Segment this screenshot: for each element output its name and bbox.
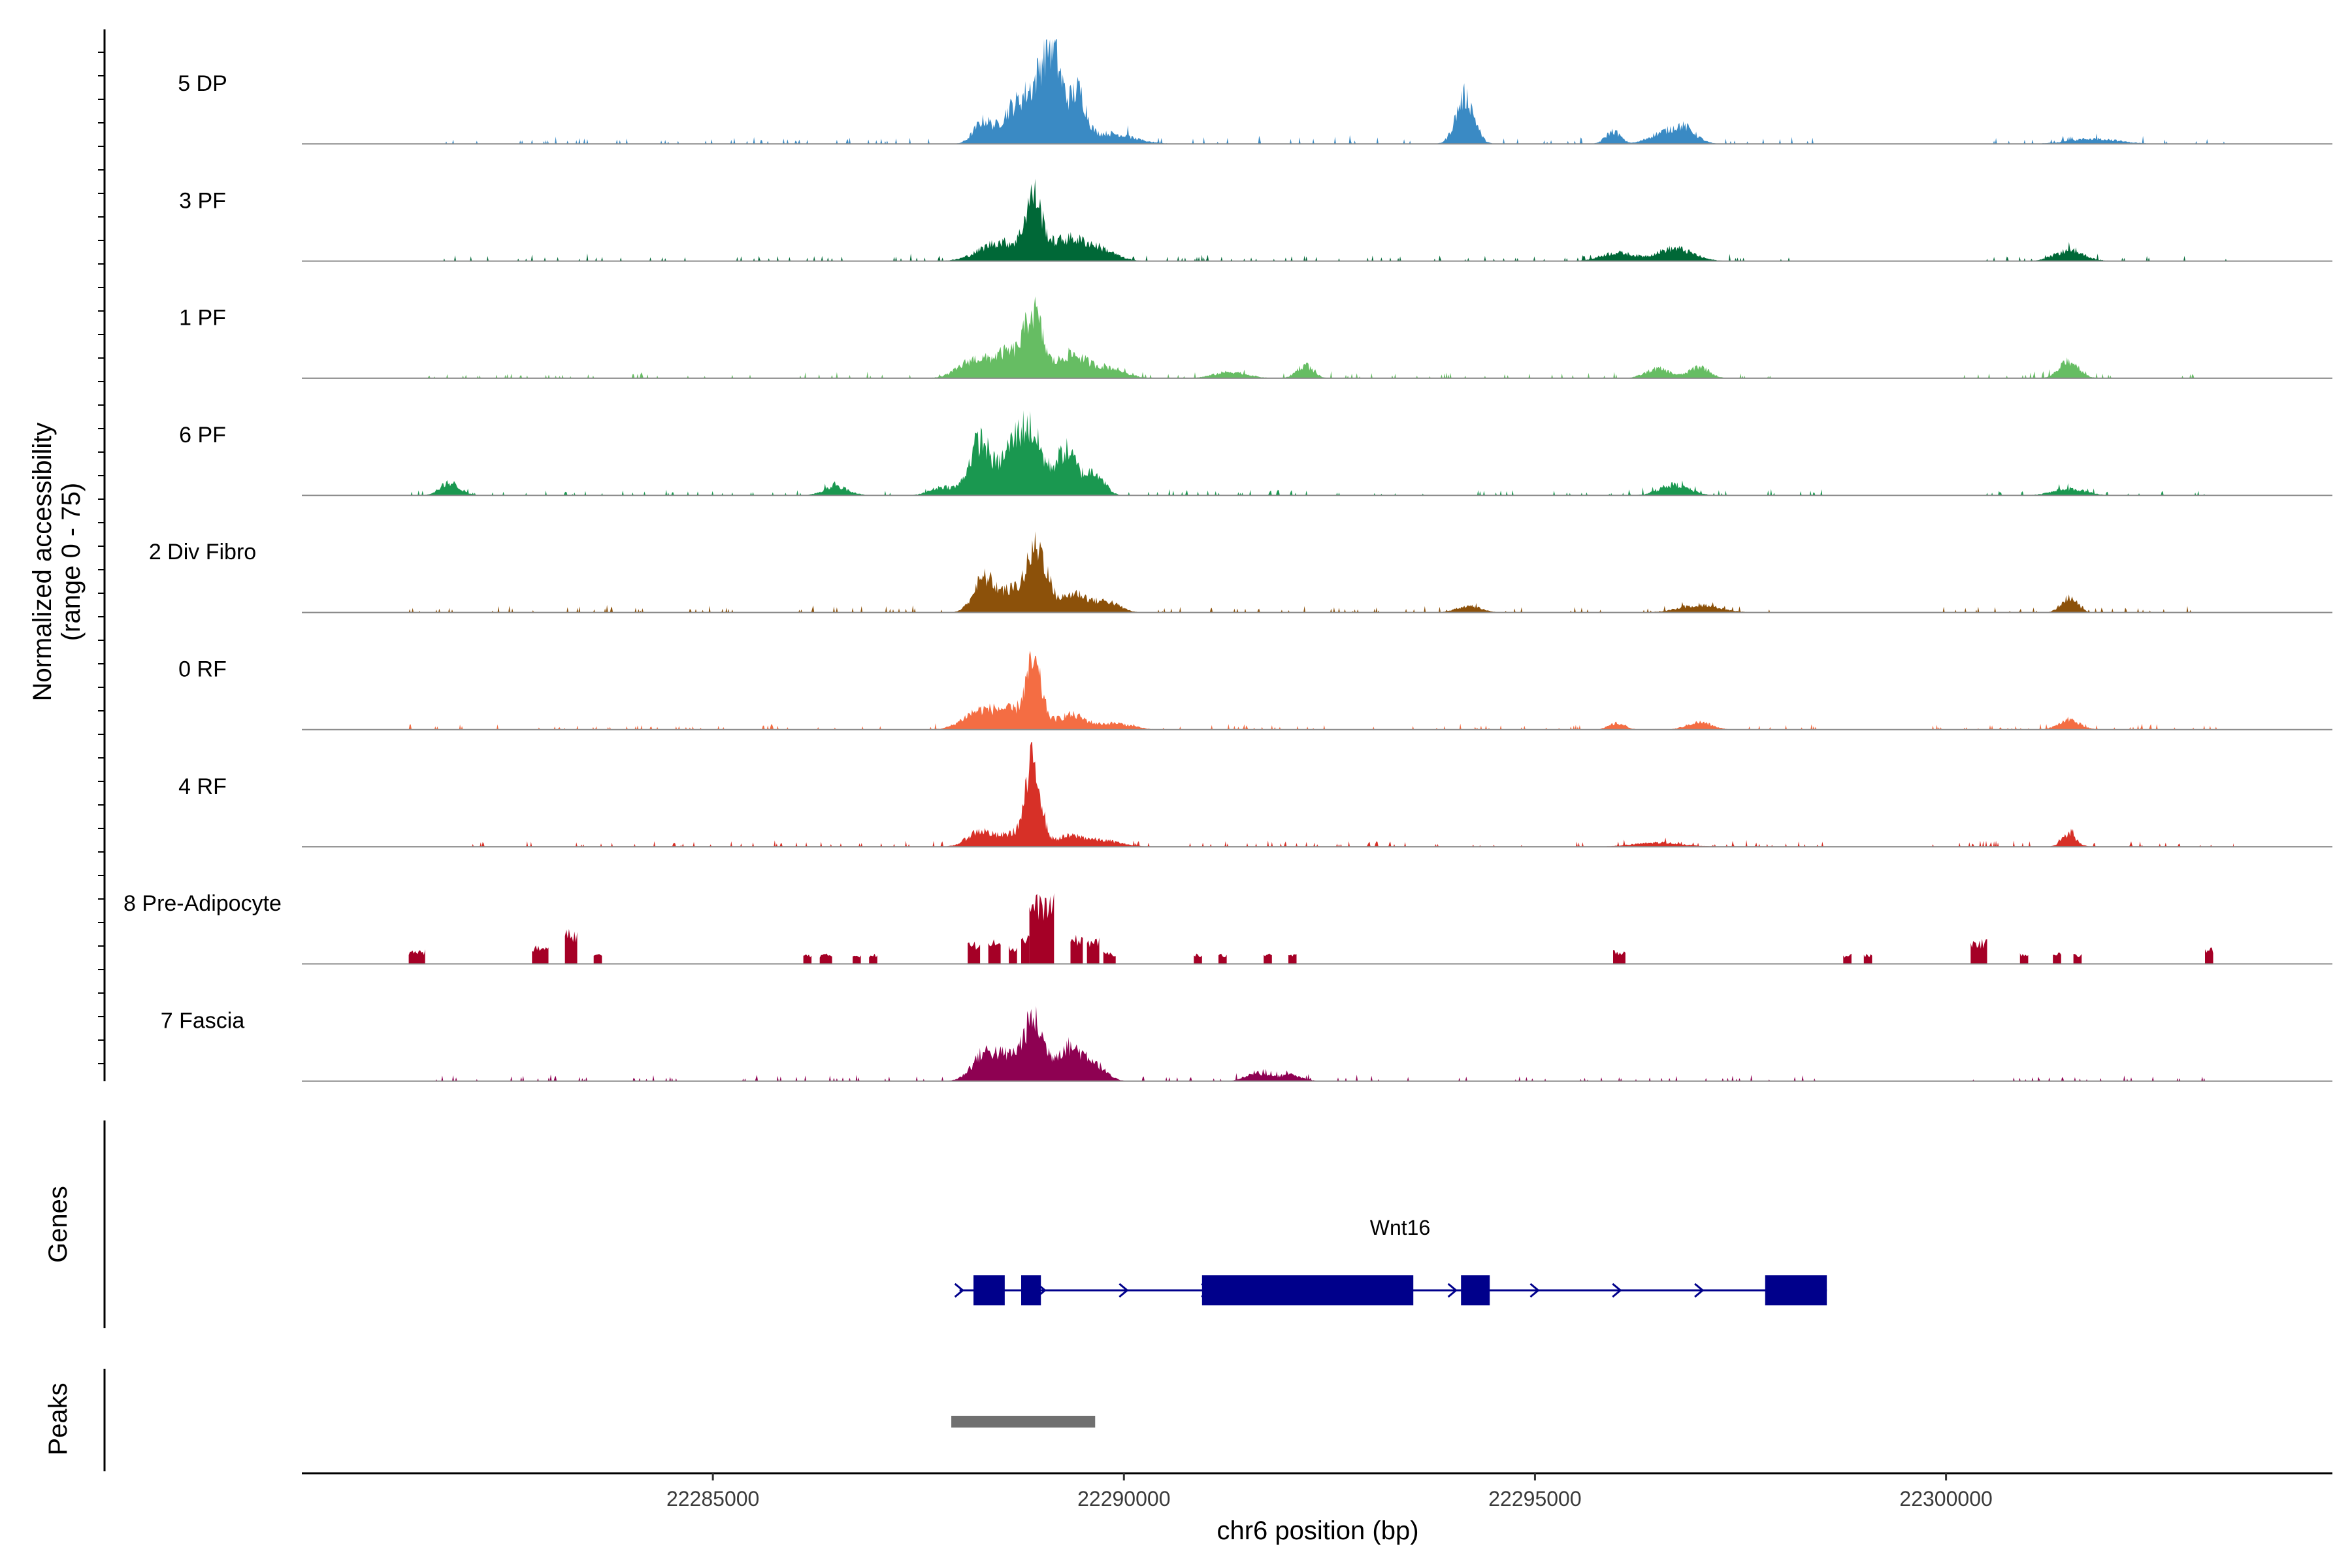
track-label: 0 RF bbox=[178, 657, 227, 682]
coverage-area bbox=[408, 178, 2234, 261]
x-tick-label: 22300000 bbox=[1899, 1487, 1992, 1511]
track-7-fascia: 7 Fascia bbox=[161, 1005, 2332, 1082]
strand-arrow bbox=[1529, 1282, 1540, 1298]
y-axis-title: Normalized accessibility bbox=[28, 423, 57, 702]
coverage-y-ticks bbox=[98, 52, 105, 1064]
track-4-rf: 4 RF bbox=[178, 742, 2332, 848]
track-label: 2 Div Fibro bbox=[149, 540, 256, 564]
coverage-block bbox=[1070, 934, 1083, 964]
gene-exon bbox=[1021, 1275, 1041, 1305]
track-label: 1 PF bbox=[179, 306, 226, 331]
coverage-block bbox=[532, 945, 549, 964]
track-0-rf: 0 RF bbox=[178, 651, 2332, 730]
gene-exon bbox=[973, 1275, 1005, 1305]
strand-arrow bbox=[1694, 1282, 1705, 1298]
gene-exon bbox=[1201, 1275, 1414, 1305]
coverage-block bbox=[988, 939, 1001, 964]
coverage-block bbox=[1264, 953, 1272, 964]
track-label: 8 Pre-Adipocyte bbox=[123, 891, 282, 916]
coverage-block bbox=[2019, 953, 2029, 964]
coverage-block bbox=[1029, 892, 1054, 964]
gene-model: Wnt16 bbox=[954, 1216, 1827, 1305]
coverage-area bbox=[408, 410, 2234, 496]
x-axis-ticks: 22285000 22290000 22295000 22300000 bbox=[666, 1473, 1993, 1511]
gene-label: Wnt16 bbox=[1370, 1216, 1430, 1239]
coverage-block bbox=[2205, 947, 2213, 964]
gene-exon bbox=[1765, 1275, 1827, 1305]
x-axis-title: chr6 position (bp) bbox=[1217, 1516, 1418, 1545]
coverage-block bbox=[2073, 954, 2082, 964]
coverage-area bbox=[408, 296, 2234, 378]
coverage-block bbox=[1218, 953, 1227, 964]
track-label: 7 Fascia bbox=[161, 1008, 245, 1033]
track-6-pf: 6 PF bbox=[179, 410, 2332, 497]
genes-panel-label: Genes bbox=[44, 1186, 73, 1263]
coverage-area bbox=[408, 1005, 2234, 1081]
coverage-block bbox=[593, 954, 602, 964]
x-tick-label: 22295000 bbox=[1488, 1487, 1581, 1511]
coverage-area bbox=[408, 651, 2234, 730]
coverage-block bbox=[1194, 953, 1202, 964]
coverage-block bbox=[819, 953, 832, 964]
coverage-block bbox=[408, 949, 425, 964]
coverage-area bbox=[408, 742, 2234, 847]
track-label: 4 RF bbox=[178, 774, 227, 799]
peaks-panel-label: Peaks bbox=[44, 1382, 73, 1455]
coverage-block bbox=[2053, 953, 2061, 964]
strand-arrow bbox=[1612, 1282, 1622, 1298]
track-label: 5 DP bbox=[178, 71, 227, 96]
coverage-tracks: 5 DP 3 PF 1 PF 6 PF 2 Div Fibro 0 RF 4 RF 8 Pre… bbox=[123, 39, 2332, 1082]
coverage-block bbox=[1863, 953, 1872, 964]
peak-region bbox=[951, 1416, 1096, 1428]
track-label: 6 PF bbox=[179, 423, 226, 448]
coverage-block bbox=[1613, 950, 1625, 964]
strand-arrow bbox=[1447, 1282, 1458, 1298]
coverage-block bbox=[1288, 954, 1297, 964]
coverage-block bbox=[1843, 953, 1852, 964]
track-3-pf: 3 PF bbox=[179, 178, 2332, 262]
y-axis-range: (range 0 - 75) bbox=[57, 483, 86, 641]
coverage-block bbox=[1103, 951, 1116, 964]
gene-exon bbox=[1461, 1275, 1490, 1305]
x-tick-label: 22285000 bbox=[666, 1487, 759, 1511]
strand-arrow bbox=[954, 1282, 964, 1298]
coverage-block bbox=[1970, 939, 1987, 964]
track-1-pf: 1 PF bbox=[179, 296, 2332, 379]
coverage-block bbox=[968, 941, 981, 964]
track-label: 3 PF bbox=[179, 188, 226, 213]
coverage-block bbox=[1009, 945, 1017, 964]
coverage-block bbox=[869, 953, 877, 964]
coverage-block bbox=[564, 928, 578, 964]
coverage-block bbox=[853, 955, 861, 964]
track-5-dp: 5 DP bbox=[178, 39, 2332, 145]
coverage-area bbox=[408, 531, 2234, 613]
track-8-pre-adipocyte: 8 Pre-Adipocyte bbox=[123, 891, 2332, 965]
coverage-block bbox=[1086, 937, 1100, 964]
x-tick-label: 22290000 bbox=[1077, 1487, 1170, 1511]
track-2-div-fibro: 2 Div Fibro bbox=[149, 531, 2332, 613]
coverage-block bbox=[803, 954, 812, 964]
peak-regions bbox=[951, 1416, 1096, 1428]
coverage-area bbox=[408, 39, 2234, 144]
strand-arrow bbox=[1119, 1282, 1129, 1298]
coverage-block bbox=[1021, 935, 1030, 964]
